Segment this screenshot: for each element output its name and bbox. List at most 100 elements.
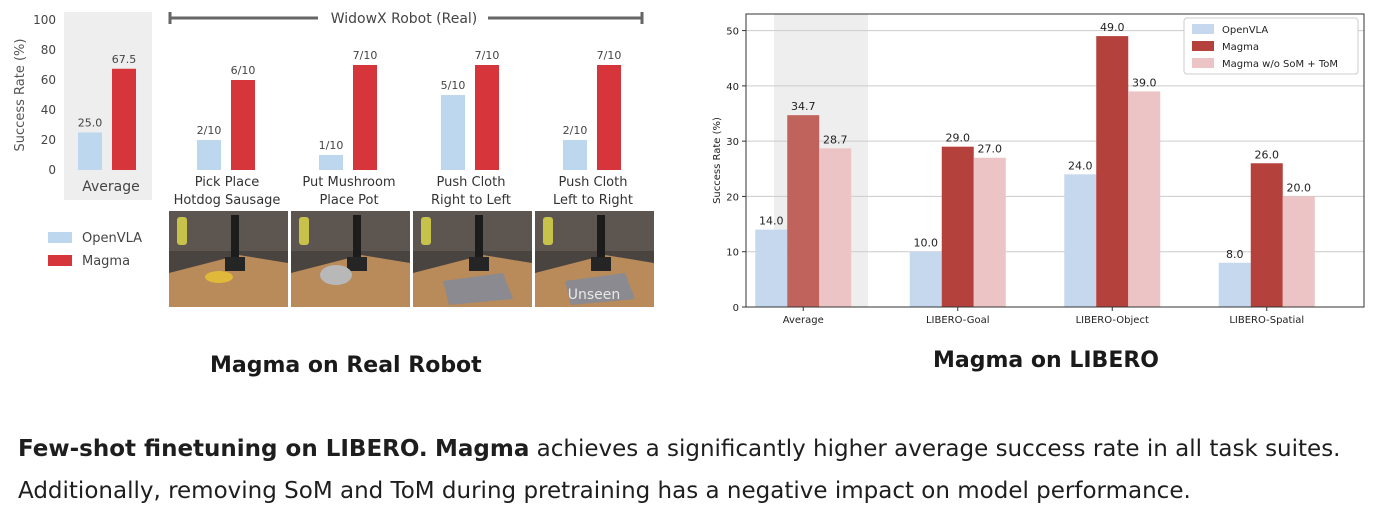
bar-value-label: 27.0 bbox=[978, 143, 1003, 156]
libero-chart: 0 10 20 30 40 50 Success Rate (%) 14.0 34.7 28.7 A… bbox=[712, 13, 1365, 326]
task-openvla-bar bbox=[441, 95, 465, 170]
bar-value-label: 8.0 bbox=[1226, 248, 1244, 261]
photo-wall bbox=[535, 211, 654, 251]
task-category-label: Put Mushroom bbox=[302, 175, 395, 190]
left-y-axis-label: Success Rate (%) bbox=[13, 39, 28, 152]
photo-object bbox=[205, 271, 233, 283]
task-magma-bar bbox=[353, 65, 377, 170]
bar-magma-wo-som-tom bbox=[1282, 196, 1315, 307]
photo-object bbox=[443, 273, 513, 305]
bar-value-label: 26.0 bbox=[1255, 148, 1280, 161]
bar-magma bbox=[1096, 36, 1129, 307]
x-tick-label: LIBERO-Object bbox=[1076, 315, 1149, 326]
task-category-label: Place Pot bbox=[319, 193, 378, 208]
y-tick-label: 40 bbox=[726, 82, 739, 93]
x-tick-label: LIBERO-Spatial bbox=[1229, 315, 1304, 326]
legend-swatch-openvla bbox=[1192, 24, 1214, 34]
photo-gripper bbox=[591, 257, 611, 271]
task-category-label: Push Cloth bbox=[559, 175, 628, 190]
bar-magma-wo-som-tom bbox=[819, 148, 852, 307]
plot-frame bbox=[745, 13, 1365, 308]
bar-value-label: 49.0 bbox=[1100, 21, 1125, 34]
x-tick-label: LIBERO-Goal bbox=[926, 315, 990, 326]
task-openvla-bar bbox=[197, 140, 221, 170]
photo-robot-arm bbox=[231, 215, 239, 265]
bar-value-label: 24.0 bbox=[1068, 159, 1093, 172]
description-bold-2: Magma bbox=[434, 436, 530, 462]
photo-robot-arm bbox=[353, 215, 361, 265]
legend-label-magma-wo-som-tom: Magma w/o SoM + ToM bbox=[1222, 59, 1338, 70]
bar-magma-wo-som-tom bbox=[973, 157, 1006, 307]
average-openvla-bar bbox=[78, 132, 102, 170]
bar-magma-wo-som-tom bbox=[1128, 91, 1161, 307]
unseen-label: Unseen bbox=[568, 287, 621, 303]
bar-value-label: 29.0 bbox=[946, 132, 971, 145]
bar-value-label: 14.0 bbox=[759, 215, 784, 228]
task-magma-bar bbox=[597, 65, 621, 170]
bar-value-label: 10.0 bbox=[914, 237, 939, 250]
average-value-label: 67.5 bbox=[112, 53, 137, 66]
y-tick-label: 0 bbox=[733, 303, 739, 314]
photo-bottle bbox=[543, 217, 553, 245]
bar-magma bbox=[941, 146, 974, 307]
photo-wall bbox=[413, 211, 532, 251]
task-openvla-bar bbox=[319, 155, 343, 170]
average-value-label: 25.0 bbox=[78, 117, 103, 130]
bar-openvla bbox=[1064, 174, 1097, 307]
task-category-label: Left to Right bbox=[553, 193, 633, 208]
legend-label-magma: Magma bbox=[82, 254, 130, 269]
task-value-label: 2/10 bbox=[563, 124, 588, 137]
bar-magma bbox=[787, 115, 820, 307]
y-axis-label: Success Rate (%) bbox=[712, 117, 723, 204]
bar-openvla bbox=[1218, 262, 1251, 307]
photo-object bbox=[565, 273, 635, 305]
legend-swatch-magma bbox=[1192, 41, 1214, 51]
bar-magma bbox=[1250, 163, 1283, 307]
bar-openvla bbox=[909, 251, 942, 307]
legend-label-openvla: OpenVLA bbox=[82, 231, 142, 246]
task-magma-bar bbox=[475, 65, 499, 170]
description-line-2: Additionally, removing SoM and ToM durin… bbox=[18, 478, 1191, 504]
task-value-label: 7/10 bbox=[475, 49, 500, 62]
photo-robot-arm bbox=[475, 215, 483, 265]
photo-robot-arm bbox=[597, 215, 605, 265]
real-robot-chart: Success Rate (%) 0 20 40 60 80 100 25.0 67.5 Aver… bbox=[13, 11, 654, 307]
photo-wall bbox=[169, 211, 288, 251]
average-category-label: Average bbox=[82, 179, 140, 195]
task-value-label: 1/10 bbox=[319, 139, 344, 152]
description-line-1: Few-shot finetuning on LIBERO. Magma ach… bbox=[18, 428, 1368, 470]
average-panel bbox=[64, 12, 152, 200]
bar-value-label: 20.0 bbox=[1287, 181, 1312, 194]
average-magma-bar bbox=[112, 68, 136, 170]
figure-description: Few-shot finetuning on LIBERO. Magma ach… bbox=[18, 428, 1368, 512]
task-category-label: Hotdog Sausage bbox=[174, 193, 281, 208]
legend-swatch-magma bbox=[48, 255, 72, 266]
bar-value-label: 39.0 bbox=[1132, 76, 1157, 89]
section-title: WidowX Robot (Real) bbox=[331, 11, 478, 27]
photo-gripper bbox=[469, 257, 489, 271]
task-value-label: 7/10 bbox=[353, 49, 378, 62]
legend-label-openvla: OpenVLA bbox=[1222, 25, 1268, 36]
task-value-label: 7/10 bbox=[597, 49, 622, 62]
task-category-label: Pick Place bbox=[195, 175, 260, 190]
photo-gripper bbox=[225, 257, 245, 271]
task-value-label: 2/10 bbox=[197, 124, 222, 137]
photo-gripper bbox=[347, 257, 367, 271]
legend-box bbox=[1183, 17, 1359, 75]
description-bold-1: Few-shot finetuning on LIBERO. bbox=[18, 436, 428, 462]
y-tick-label: 30 bbox=[726, 137, 739, 148]
photo-object bbox=[320, 265, 352, 285]
task-openvla-bar bbox=[563, 140, 587, 170]
photo-bottle bbox=[177, 217, 187, 245]
task-value-label: 5/10 bbox=[441, 79, 466, 92]
libero-caption: Magma on LIBERO bbox=[933, 348, 1159, 373]
x-tick-label: Average bbox=[783, 315, 824, 326]
task-magma-bar bbox=[231, 80, 255, 170]
real-robot-caption: Magma on Real Robot bbox=[210, 353, 482, 378]
bar-value-label: 28.7 bbox=[823, 133, 848, 146]
y-tick-label: 20 bbox=[726, 192, 739, 203]
photo-counter bbox=[291, 255, 410, 307]
left-y-tick-label: 80 bbox=[41, 43, 56, 57]
legend-label-magma: Magma bbox=[1222, 42, 1259, 53]
legend-swatch-magma-wo-som-tom bbox=[1192, 58, 1214, 68]
